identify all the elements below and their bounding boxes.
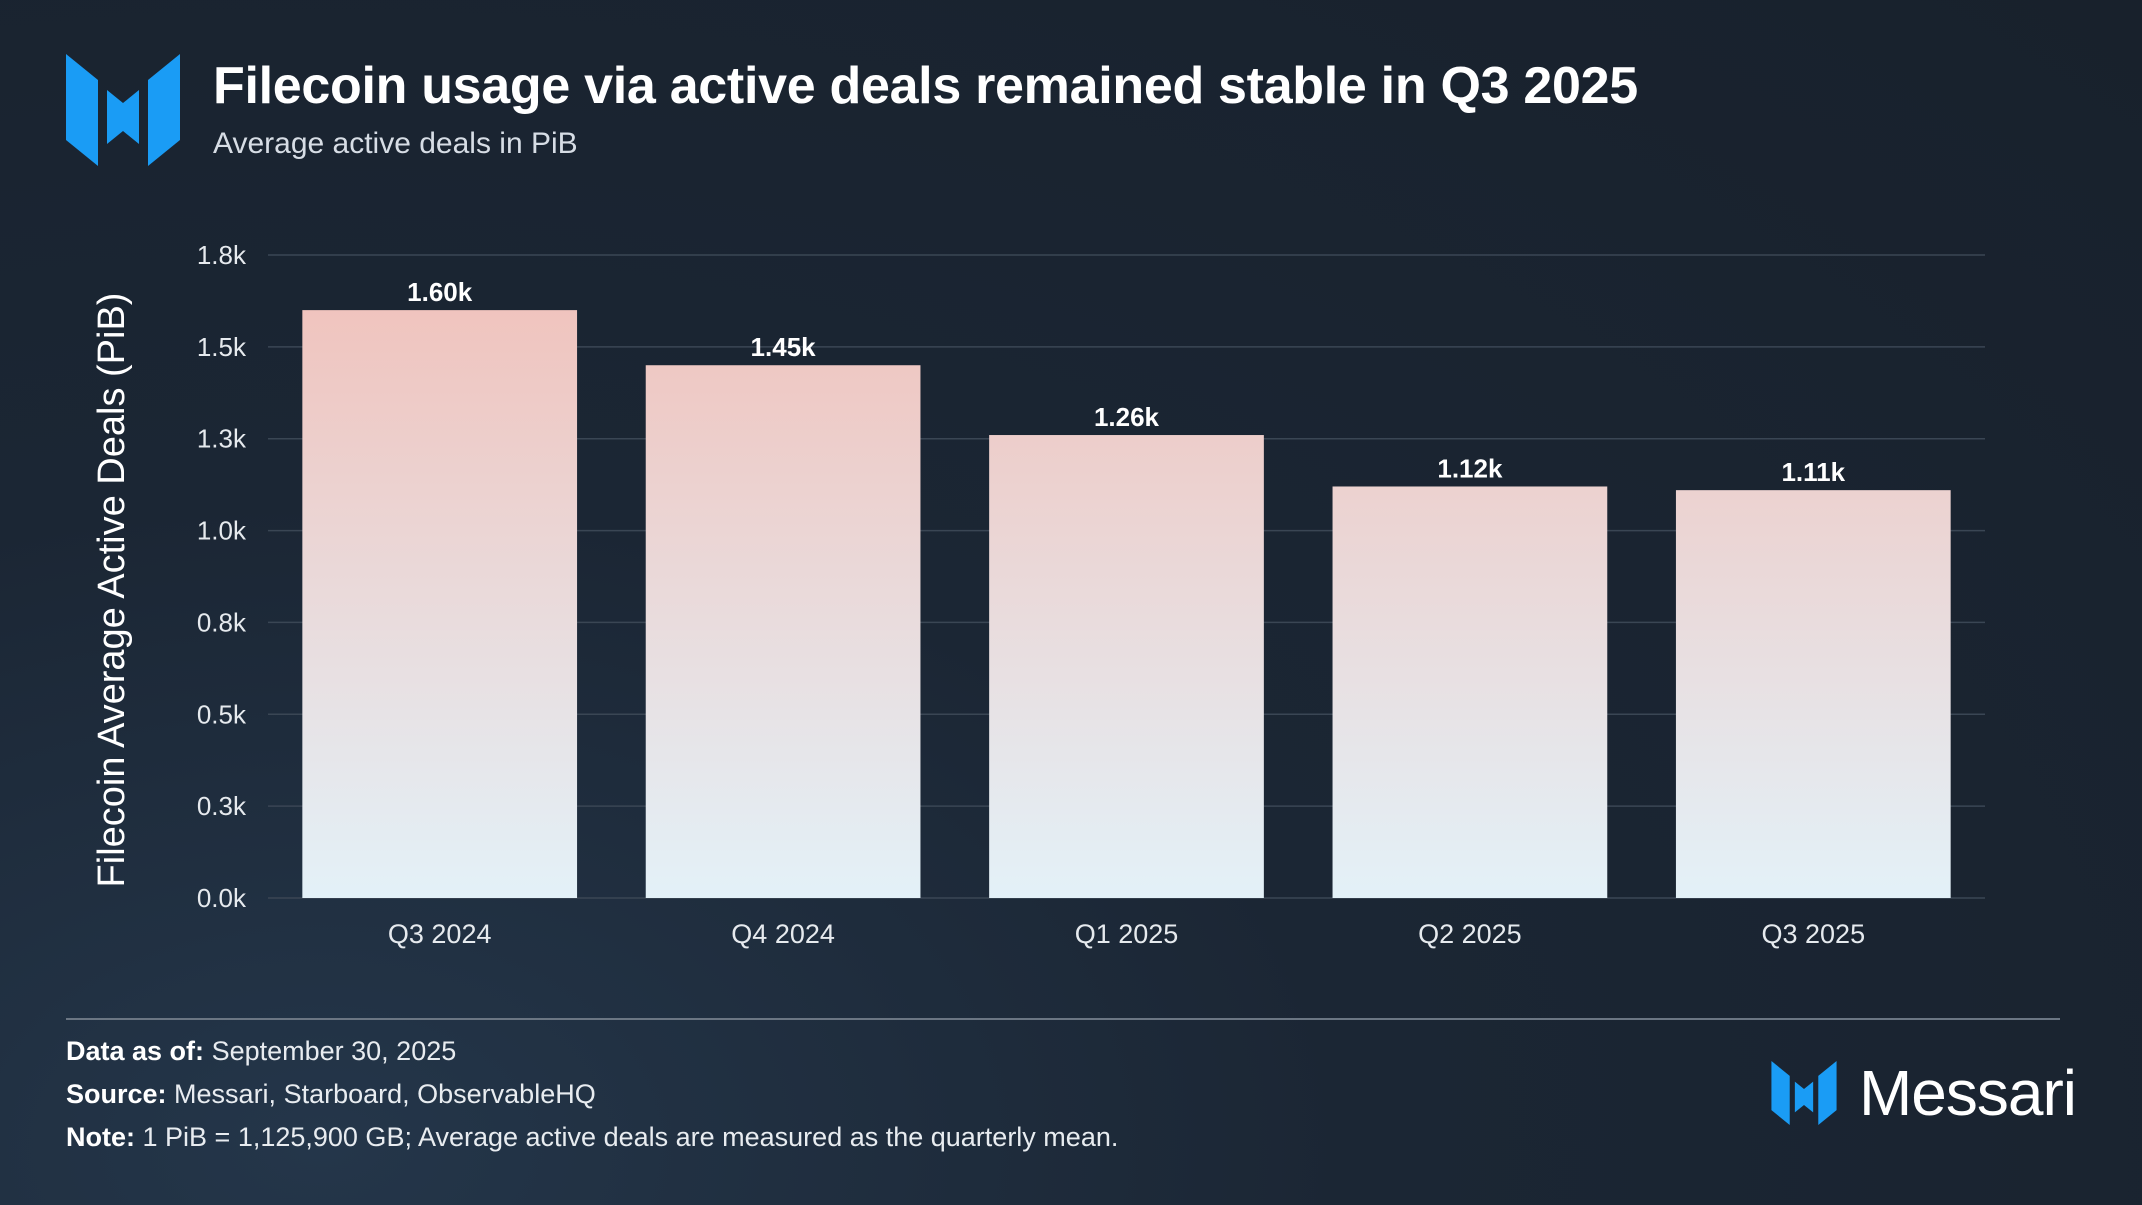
data-label: 1.45k bbox=[751, 332, 817, 362]
data-label: 1.11k bbox=[1781, 457, 1845, 487]
data-as-of: Data as of: September 30, 2025 bbox=[66, 1030, 1118, 1073]
x-tick-label: Q3 2024 bbox=[388, 919, 492, 949]
x-tick-label: Q2 2025 bbox=[1418, 919, 1522, 949]
y-axis-label: Filecoin Average Active Deals (PiB) bbox=[91, 293, 133, 888]
bar-q1-2025 bbox=[989, 435, 1264, 898]
messari-logo-icon bbox=[66, 54, 180, 166]
y-tick-label: 0.3k bbox=[197, 791, 247, 821]
chart-title: Filecoin usage via active deals remained… bbox=[213, 57, 1638, 115]
source-label: Source: bbox=[66, 1079, 167, 1109]
x-tick-label: Q1 2025 bbox=[1075, 919, 1179, 949]
data-label: 1.26k bbox=[1094, 402, 1160, 432]
bar-q3-2024 bbox=[302, 310, 578, 899]
data-label: 1.60k bbox=[407, 277, 473, 307]
messari-brand-icon bbox=[1771, 1061, 1837, 1125]
y-tick-label: 0.5k bbox=[197, 699, 247, 729]
y-tick-label: 1.3k bbox=[197, 424, 247, 454]
brand-logo: Messari bbox=[1771, 1057, 2077, 1129]
y-axis-ticks: 0.0k 0.3k 0.5k 0.8k 1.0k 1.3k 1.5k 1.8k bbox=[197, 240, 247, 913]
x-axis-ticks: Q3 2024 Q4 2024 Q1 2025 Q2 2025 Q3 2025 bbox=[388, 919, 1865, 949]
y-tick-label: 0.8k bbox=[197, 607, 247, 637]
bar-q2-2025 bbox=[1332, 486, 1608, 898]
data-labels: 1.60k 1.45k 1.26k 1.12k 1.11k bbox=[407, 277, 1845, 487]
bars bbox=[302, 310, 1951, 899]
x-tick-label: Q3 2025 bbox=[1762, 919, 1866, 949]
footer-divider bbox=[66, 1018, 2060, 1020]
y-tick-label: 1.8k bbox=[197, 240, 247, 270]
brand-name: Messari bbox=[1858, 1057, 2077, 1129]
bar-chart: 0.0k0.3k0.5k0.8k1.0k1.3k1.5k1.8k 1.60k1.… bbox=[91, 240, 1985, 949]
data-label: 1.12k bbox=[1437, 453, 1503, 483]
bar-q3-2025 bbox=[1675, 490, 1951, 898]
x-tick-label: Q4 2024 bbox=[731, 919, 835, 949]
bar-q4-2024 bbox=[645, 365, 921, 898]
note-value: 1 PiB = 1,125,900 GB; Average active dea… bbox=[142, 1122, 1119, 1152]
y-tick-label: 1.0k bbox=[197, 516, 247, 546]
chart-subtitle: Average active deals in PiB bbox=[213, 127, 578, 160]
data-as-of-value: September 30, 2025 bbox=[211, 1036, 457, 1066]
y-tick-label: 0.0k bbox=[197, 883, 247, 913]
source: Source: Messari, Starboard, ObservableHQ bbox=[66, 1073, 1118, 1116]
data-as-of-label: Data as of: bbox=[66, 1036, 205, 1066]
note: Note: 1 PiB = 1,125,900 GB; Average acti… bbox=[66, 1116, 1118, 1159]
footer-notes: Data as of: September 30, 2025 Source: M… bbox=[66, 1030, 1118, 1159]
source-value: Messari, Starboard, ObservableHQ bbox=[174, 1079, 596, 1109]
note-label: Note: bbox=[66, 1122, 135, 1152]
y-tick-label: 1.5k bbox=[197, 332, 247, 362]
